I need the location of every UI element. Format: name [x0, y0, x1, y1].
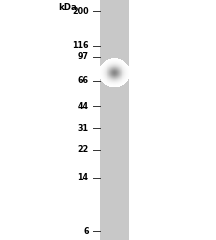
Text: 44: 44 [78, 102, 89, 111]
Text: 66: 66 [78, 76, 89, 85]
Text: kDa: kDa [58, 3, 77, 12]
Text: 31: 31 [78, 124, 89, 133]
Text: 22: 22 [77, 145, 89, 154]
Text: 116: 116 [72, 41, 89, 50]
Text: 6: 6 [83, 227, 89, 235]
Text: 97: 97 [78, 52, 89, 61]
Text: 14: 14 [78, 174, 89, 182]
Text: 200: 200 [72, 7, 89, 16]
